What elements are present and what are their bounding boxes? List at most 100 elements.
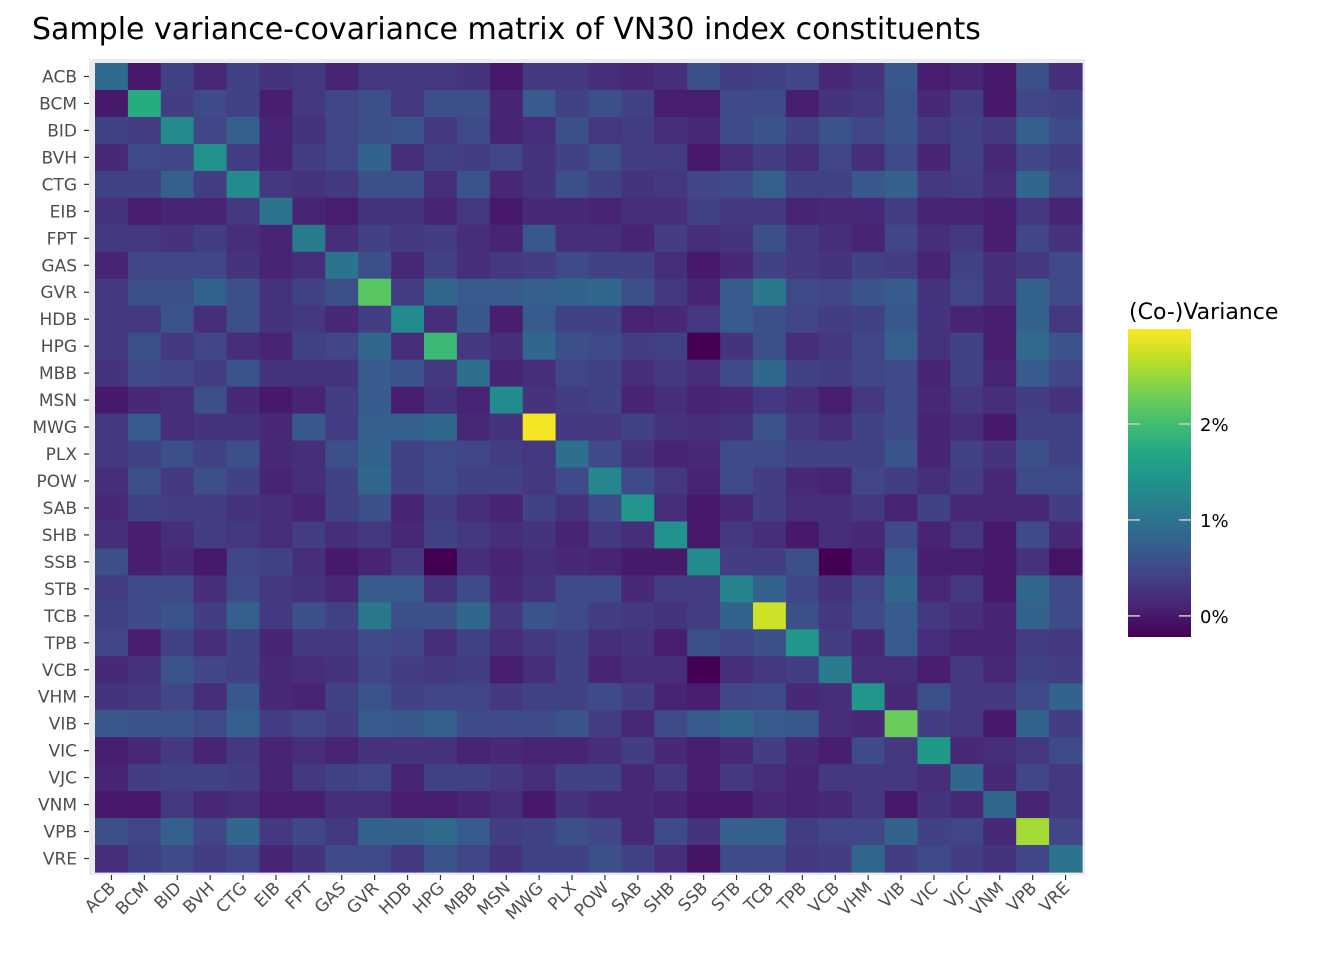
x-tick-label: BCM bbox=[112, 878, 153, 919]
heatmap-cell-MWG-BCM bbox=[127, 413, 162, 442]
heatmap-cell-CTG-TPB bbox=[785, 170, 820, 199]
heatmap-cell-POW-VHM bbox=[851, 467, 886, 496]
x-tick-label: STB bbox=[708, 878, 745, 915]
heatmap-cell-EIB-MWG bbox=[522, 197, 557, 226]
heatmap-cell-BCM-EIB bbox=[259, 89, 293, 118]
heatmap-cell-GAS-CTG bbox=[226, 251, 261, 280]
heatmap-cell-MBB-POW bbox=[588, 359, 622, 388]
heatmap-cell-CTG-BID bbox=[160, 170, 195, 199]
heatmap-cell-HDB-HPG bbox=[424, 305, 458, 334]
heatmap-cell-VCB-SAB bbox=[621, 656, 655, 684]
heatmap-cell-PLX-VNM bbox=[983, 440, 1017, 469]
heatmap-cell-VHM-SSB bbox=[687, 683, 721, 711]
heatmap-cell-BVH-VIC bbox=[917, 143, 951, 172]
heatmap-cell-VIB-BCM bbox=[127, 710, 162, 738]
heatmap-cell-STB-VHM bbox=[851, 575, 886, 603]
heatmap-cell-VJC-TCB bbox=[753, 764, 787, 792]
heatmap-cell-SAB-MSN bbox=[489, 494, 524, 523]
heatmap-cell-TPB-SHB bbox=[654, 629, 688, 657]
heatmap-cell-VCB-VRE bbox=[1049, 656, 1083, 684]
heatmap-cell-HDB-VIC bbox=[917, 305, 951, 334]
heatmap-cell-SAB-VHM bbox=[851, 494, 886, 523]
heatmap-cell-VCB-ACB bbox=[95, 656, 129, 684]
heatmap-cell-BVH-MBB bbox=[456, 143, 491, 172]
heatmap-cell-SHB-VRE bbox=[1049, 521, 1083, 549]
heatmap-cell-STB-PLX bbox=[555, 575, 590, 603]
heatmap-cell-MWG-VNM bbox=[983, 413, 1017, 442]
heatmap-cell-HPG-MWG bbox=[522, 332, 557, 361]
heatmap-cell-BID-BVH bbox=[193, 116, 228, 145]
heatmap-cell-FPT-STB bbox=[720, 224, 754, 253]
heatmap-cell-VRE-VNM bbox=[983, 845, 1017, 873]
heatmap-cell-SHB-HDB bbox=[391, 521, 425, 549]
heatmap-cell-POW-SSB bbox=[687, 467, 721, 496]
heatmap-cell-VPB-VCB bbox=[818, 818, 853, 846]
heatmap-cell-MSN-GAS bbox=[325, 386, 359, 415]
heatmap-cell-VJC-ACB bbox=[95, 764, 129, 792]
heatmap-cell-VNM-TCB bbox=[753, 791, 787, 819]
colorbar-tick-label: 0% bbox=[1200, 607, 1229, 628]
heatmap-cell-EIB-VIC bbox=[917, 197, 951, 226]
heatmap-cell-VIB-VIC bbox=[917, 710, 951, 738]
heatmap-cell-BID-SSB bbox=[687, 116, 721, 145]
heatmap-cell-HPG-SHB bbox=[654, 332, 688, 361]
heatmap-cell-SSB-VIC bbox=[917, 548, 951, 576]
heatmap-cell-FPT-BVH bbox=[193, 224, 228, 253]
heatmap-cell-HDB-HDB bbox=[391, 305, 425, 334]
heatmap-cell-VHM-TCB bbox=[753, 683, 787, 711]
heatmap-cell-VNM-SAB bbox=[621, 791, 655, 819]
heatmap-cell-GAS-TCB bbox=[753, 251, 787, 280]
heatmap-cell-SAB-STB bbox=[720, 494, 754, 523]
heatmap-cell-VIC-VRE bbox=[1049, 737, 1083, 765]
heatmap-cell-TCB-BCM bbox=[127, 602, 162, 630]
heatmap-cell-FPT-MBB bbox=[456, 224, 491, 253]
heatmap-cell-VJC-VIC bbox=[917, 764, 951, 792]
heatmap-cell-EIB-VIB bbox=[884, 197, 919, 226]
heatmap-cell-SAB-VPB bbox=[1016, 494, 1050, 523]
heatmap-cell-BVH-HPG bbox=[424, 143, 458, 172]
heatmap-cell-POW-MBB bbox=[456, 467, 491, 496]
heatmap-cell-MBB-SHB bbox=[654, 359, 688, 388]
heatmap-cell-VJC-BID bbox=[160, 764, 195, 792]
heatmap-cell-VIC-TPB bbox=[785, 737, 820, 765]
heatmap-cell-EIB-HDB bbox=[391, 197, 425, 226]
heatmap-cell-GVR-VIB bbox=[884, 278, 919, 307]
heatmap-cell-BID-GVR bbox=[358, 116, 392, 145]
heatmap-cell-PLX-CTG bbox=[226, 440, 261, 469]
heatmap-cell-VCB-CTG bbox=[226, 656, 261, 684]
heatmap-cell-VIC-VIB bbox=[884, 737, 919, 765]
heatmap-cell-SAB-HPG bbox=[424, 494, 458, 523]
heatmap-cell-VRE-VCB bbox=[818, 845, 853, 873]
heatmap-cell-STB-CTG bbox=[226, 575, 261, 603]
heatmap-cell-BID-VCB bbox=[818, 116, 853, 145]
heatmap-cell-SAB-MWG bbox=[522, 494, 557, 523]
heatmap-cell-BVH-MWG bbox=[522, 143, 557, 172]
heatmap-cell-MBB-MWG bbox=[522, 359, 557, 388]
heatmap-cell-CTG-VRE bbox=[1049, 170, 1083, 199]
heatmap-cell-SAB-FPT bbox=[292, 494, 326, 523]
heatmap-cell-VCB-TPB bbox=[785, 656, 820, 684]
heatmap-cell-POW-GAS bbox=[325, 467, 359, 496]
heatmap-cell-VIC-HPG bbox=[424, 737, 458, 765]
heatmap-cell-SSB-SAB bbox=[621, 548, 655, 576]
heatmap-cell-BVH-SSB bbox=[687, 143, 721, 172]
heatmap-cell-VJC-SAB bbox=[621, 764, 655, 792]
heatmap-cell-STB-VJC bbox=[950, 575, 984, 603]
heatmap-cell-VPB-MBB bbox=[456, 818, 491, 846]
heatmap-cell-BCM-VNM bbox=[983, 89, 1017, 118]
heatmap-cell-HDB-SAB bbox=[621, 305, 655, 334]
heatmap-cell-MWG-BID bbox=[160, 413, 195, 442]
heatmap-cell-EIB-SHB bbox=[654, 197, 688, 226]
heatmap-cell-VJC-VHM bbox=[851, 764, 886, 792]
heatmap-cell-VIB-ACB bbox=[95, 710, 129, 738]
heatmap-cell-VHM-VNM bbox=[983, 683, 1017, 711]
heatmap-cell-BID-VIB bbox=[884, 116, 919, 145]
heatmap-cell-VCB-BID bbox=[160, 656, 195, 684]
heatmap-cell-MSN-EIB bbox=[259, 386, 293, 415]
heatmap-cell-SSB-VJC bbox=[950, 548, 984, 576]
heatmap-cell-CTG-EIB bbox=[259, 170, 293, 199]
heatmap-cell-VCB-EIB bbox=[259, 656, 293, 684]
heatmap-cell-VHM-GAS bbox=[325, 683, 359, 711]
heatmap-cell-PLX-GVR bbox=[358, 440, 392, 469]
heatmap-cell-GVR-BVH bbox=[193, 278, 228, 307]
